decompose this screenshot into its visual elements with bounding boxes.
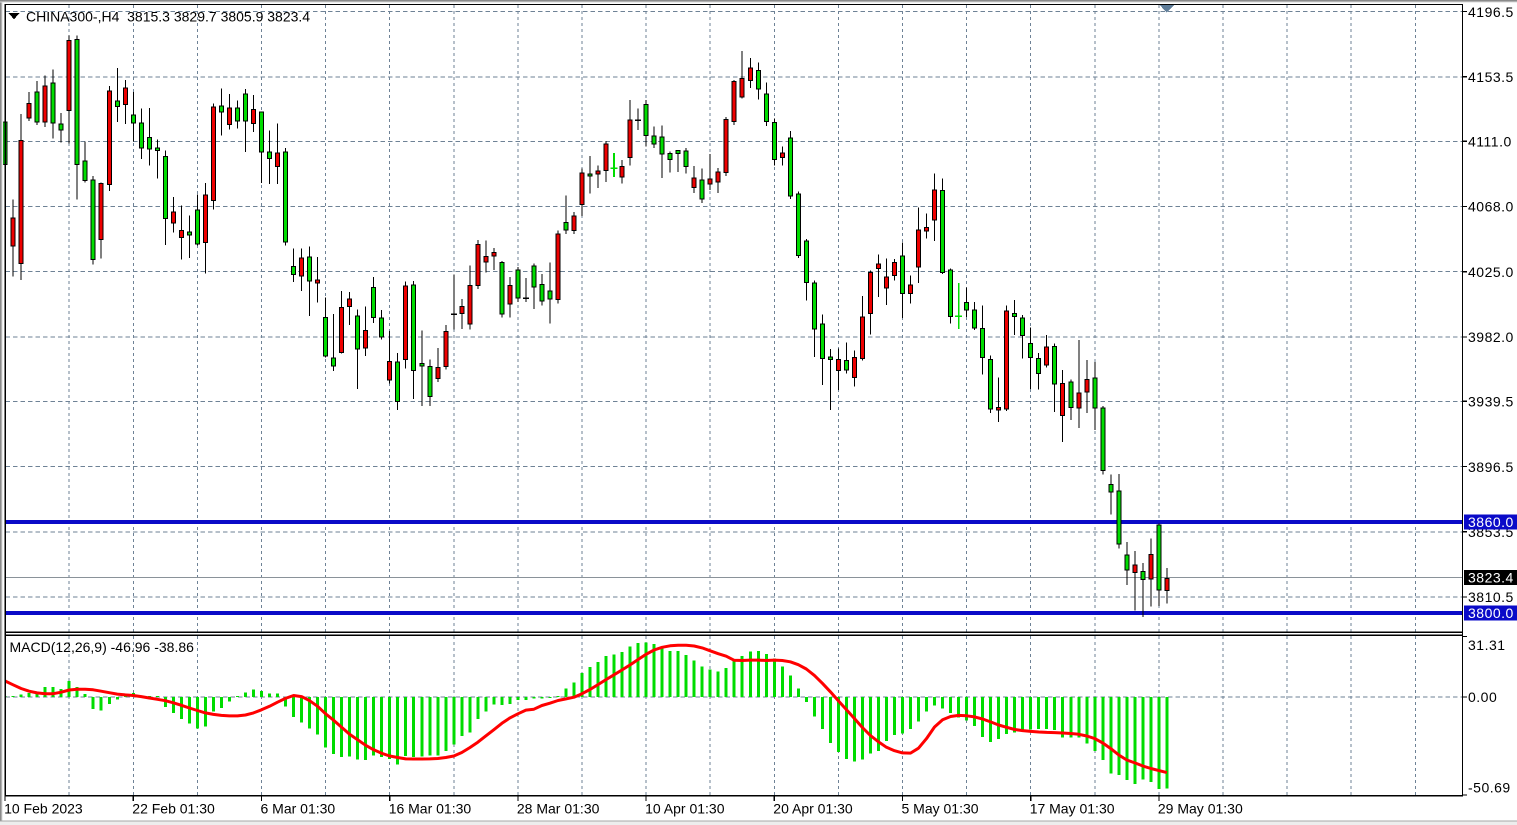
svg-text:17 May 01:30: 17 May 01:30 (1030, 801, 1115, 817)
svg-text:0.00: 0.00 (1468, 689, 1497, 705)
svg-text:10 Feb 2023: 10 Feb 2023 (4, 801, 83, 817)
svg-text:CHINA300-,H4 3815.3 3829.7 38: CHINA300-,H4 3815.3 3829.7 3805.9 3823.4 (26, 8, 310, 24)
svg-text:31.31: 31.31 (1468, 637, 1506, 653)
svg-text:5 May 01:30: 5 May 01:30 (902, 801, 979, 817)
svg-text:3800.0: 3800.0 (1468, 605, 1514, 621)
svg-text:3860.0: 3860.0 (1468, 514, 1514, 530)
svg-text:16 Mar 01:30: 16 Mar 01:30 (389, 801, 472, 817)
svg-text:4025.0: 4025.0 (1468, 264, 1514, 280)
svg-text:10 Apr 01:30: 10 Apr 01:30 (645, 801, 725, 817)
svg-text:4153.5: 4153.5 (1468, 69, 1514, 85)
svg-text:20 Apr 01:30: 20 Apr 01:30 (773, 801, 853, 817)
svg-text:28 Mar 01:30: 28 Mar 01:30 (517, 801, 600, 817)
svg-text:6 Mar 01:30: 6 Mar 01:30 (261, 801, 336, 817)
svg-text:3896.5: 3896.5 (1468, 459, 1514, 475)
svg-text:22 Feb 01:30: 22 Feb 01:30 (132, 801, 215, 817)
svg-text:4111.0: 4111.0 (1468, 134, 1512, 150)
svg-text:3810.5: 3810.5 (1468, 589, 1514, 605)
svg-text:4068.0: 4068.0 (1468, 199, 1514, 215)
svg-text:3982.0: 3982.0 (1468, 329, 1514, 345)
svg-text:29 May 01:30: 29 May 01:30 (1158, 801, 1243, 817)
svg-text:3823.4: 3823.4 (1468, 570, 1514, 586)
svg-text:-50.69: -50.69 (1468, 780, 1511, 796)
svg-text:3939.5: 3939.5 (1468, 394, 1514, 410)
svg-text:MACD(12,26,9) -46.96 -38.86: MACD(12,26,9) -46.96 -38.86 (10, 639, 195, 655)
svg-text:4196.5: 4196.5 (1468, 4, 1514, 20)
